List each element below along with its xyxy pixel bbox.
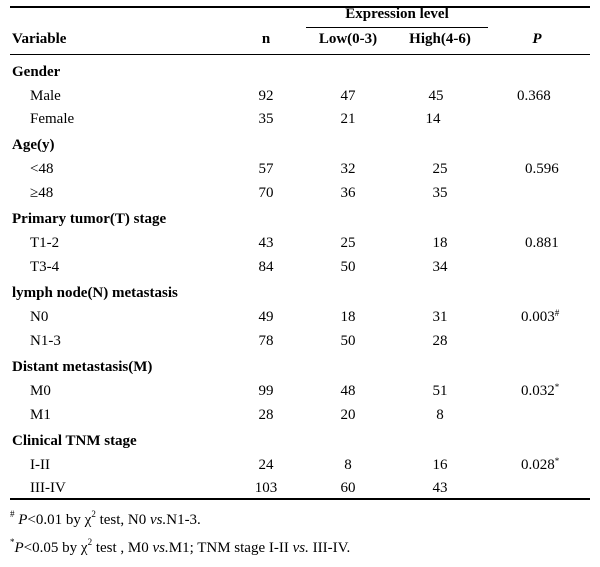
group-title-clinical-tnm-stage: Clinical TNM stage [12, 433, 137, 449]
cell-n: 49 [258, 309, 274, 325]
row-label: N1-3 [30, 333, 61, 349]
cell-p: 0.881 [525, 235, 559, 251]
cell-n: 78 [258, 333, 274, 349]
footnote-1-rest: N1-3. [166, 512, 201, 528]
footnote-2-vs-2: vs. [292, 540, 309, 556]
group-header-rule [306, 27, 488, 28]
footnote-2-tail: III-IV. [308, 540, 351, 556]
cell-low: 21 [340, 111, 356, 127]
footnote-marker: # [554, 308, 560, 318]
cell-p: 0.028* [521, 456, 560, 473]
footnote-2-square: 2 [87, 537, 93, 547]
cell-n: 99 [258, 383, 274, 399]
cell-high: 16 [432, 457, 448, 473]
cell-low: 47 [340, 88, 356, 104]
cell-low: 36 [340, 185, 356, 201]
cell-n: 24 [258, 457, 274, 473]
cell-high: 45 [428, 88, 444, 104]
footnote-1-test: test, N0 [95, 512, 150, 528]
cell-n: 57 [258, 161, 274, 177]
col-header-n: n [261, 31, 271, 47]
footnote-1-chi: χ [84, 512, 92, 528]
cell-low: 32 [340, 161, 356, 177]
cell-low: 50 [340, 259, 356, 275]
row-label: III-IV [30, 480, 66, 496]
group-header-expression-level: Expression level [345, 6, 449, 22]
row-label: M0 [30, 383, 51, 399]
top-rule [10, 6, 590, 8]
col-header-low: Low(0-3) [318, 31, 378, 47]
col-header-variable: Variable [12, 31, 67, 47]
footnote-1-vs: vs. [149, 512, 167, 528]
cell-low: 50 [340, 333, 356, 349]
cell-p: 0.596 [525, 161, 559, 177]
cell-n: 28 [258, 407, 274, 423]
row-label: Female [30, 111, 75, 127]
cell-low: 60 [340, 480, 356, 496]
footnote-2-p-symbol: P [14, 540, 24, 556]
footnote-marker: * [554, 382, 560, 392]
row-label: M1 [30, 407, 51, 423]
cell-high: 34 [432, 259, 448, 275]
cell-low: 20 [340, 407, 356, 423]
group-title-gender: Gender [12, 64, 61, 80]
cell-high: 35 [432, 185, 448, 201]
cell-p: 0.032* [521, 382, 560, 399]
cell-n: 35 [258, 111, 274, 127]
footnote-1-p-symbol: P [18, 512, 28, 528]
cell-low: 25 [340, 235, 356, 251]
cell-n: 70 [258, 185, 274, 201]
cell-p: 0.003# [521, 308, 560, 325]
group-title-distant-metastasis: Distant metastasis(M) [12, 359, 153, 375]
cell-high: 28 [432, 333, 448, 349]
cell-low: 8 [344, 457, 352, 473]
cell-n: 43 [258, 235, 274, 251]
footnote-marker: * [554, 456, 560, 466]
footnote-1-mark: # [10, 509, 15, 519]
row-label: N0 [30, 309, 49, 325]
row-label: ≥48 [30, 185, 54, 201]
cell-low: 48 [340, 383, 356, 399]
row-label: Male [30, 88, 61, 104]
cell-high: 43 [432, 480, 448, 496]
footnote-2-rest: M1; TNM stage I-II [168, 540, 293, 556]
group-title-lymph-node: lymph node(N) metastasis [12, 285, 178, 301]
group-title-primary-tumor: Primary tumor(T) stage [12, 211, 167, 227]
cell-n: 84 [258, 259, 274, 275]
cell-n: 103 [254, 480, 278, 496]
row-label: T1-2 [30, 235, 60, 251]
cell-p: 0.368 [517, 88, 551, 104]
cell-low: 18 [340, 309, 356, 325]
footnote-1-condition: <0.01 by [27, 512, 85, 528]
footnote-2-chi: χ [80, 540, 88, 556]
group-title-age: Age(y) [12, 137, 55, 153]
cell-high: 31 [432, 309, 448, 325]
cell-high: 14 [425, 111, 441, 127]
footnote-2-mark: * [10, 537, 15, 547]
footnote-2-test: test , M0 [92, 540, 153, 556]
cell-high: 8 [436, 407, 444, 423]
footnote-2: *P<0.05 by χ2 test , M0 vs.M1; TNM stage… [10, 537, 351, 557]
header-bottom-rule [10, 54, 590, 55]
footnote-1-square: 2 [91, 509, 96, 519]
row-label: T3-4 [30, 259, 60, 275]
cell-high: 51 [432, 383, 448, 399]
row-label: <48 [30, 161, 54, 177]
cell-high: 18 [432, 235, 448, 251]
footnote-2-condition: <0.05 by [23, 540, 81, 556]
footnote-1: # P<0.01 by χ2 test, N0 vs.N1-3. [10, 509, 201, 529]
cell-high: 25 [432, 161, 448, 177]
col-header-p: P [532, 31, 542, 47]
footnote-2-vs: vs. [152, 540, 169, 556]
row-label: I-II [30, 457, 50, 473]
bottom-rule [10, 498, 590, 500]
col-header-high: High(4-6) [409, 31, 471, 47]
cell-n: 92 [258, 88, 274, 104]
